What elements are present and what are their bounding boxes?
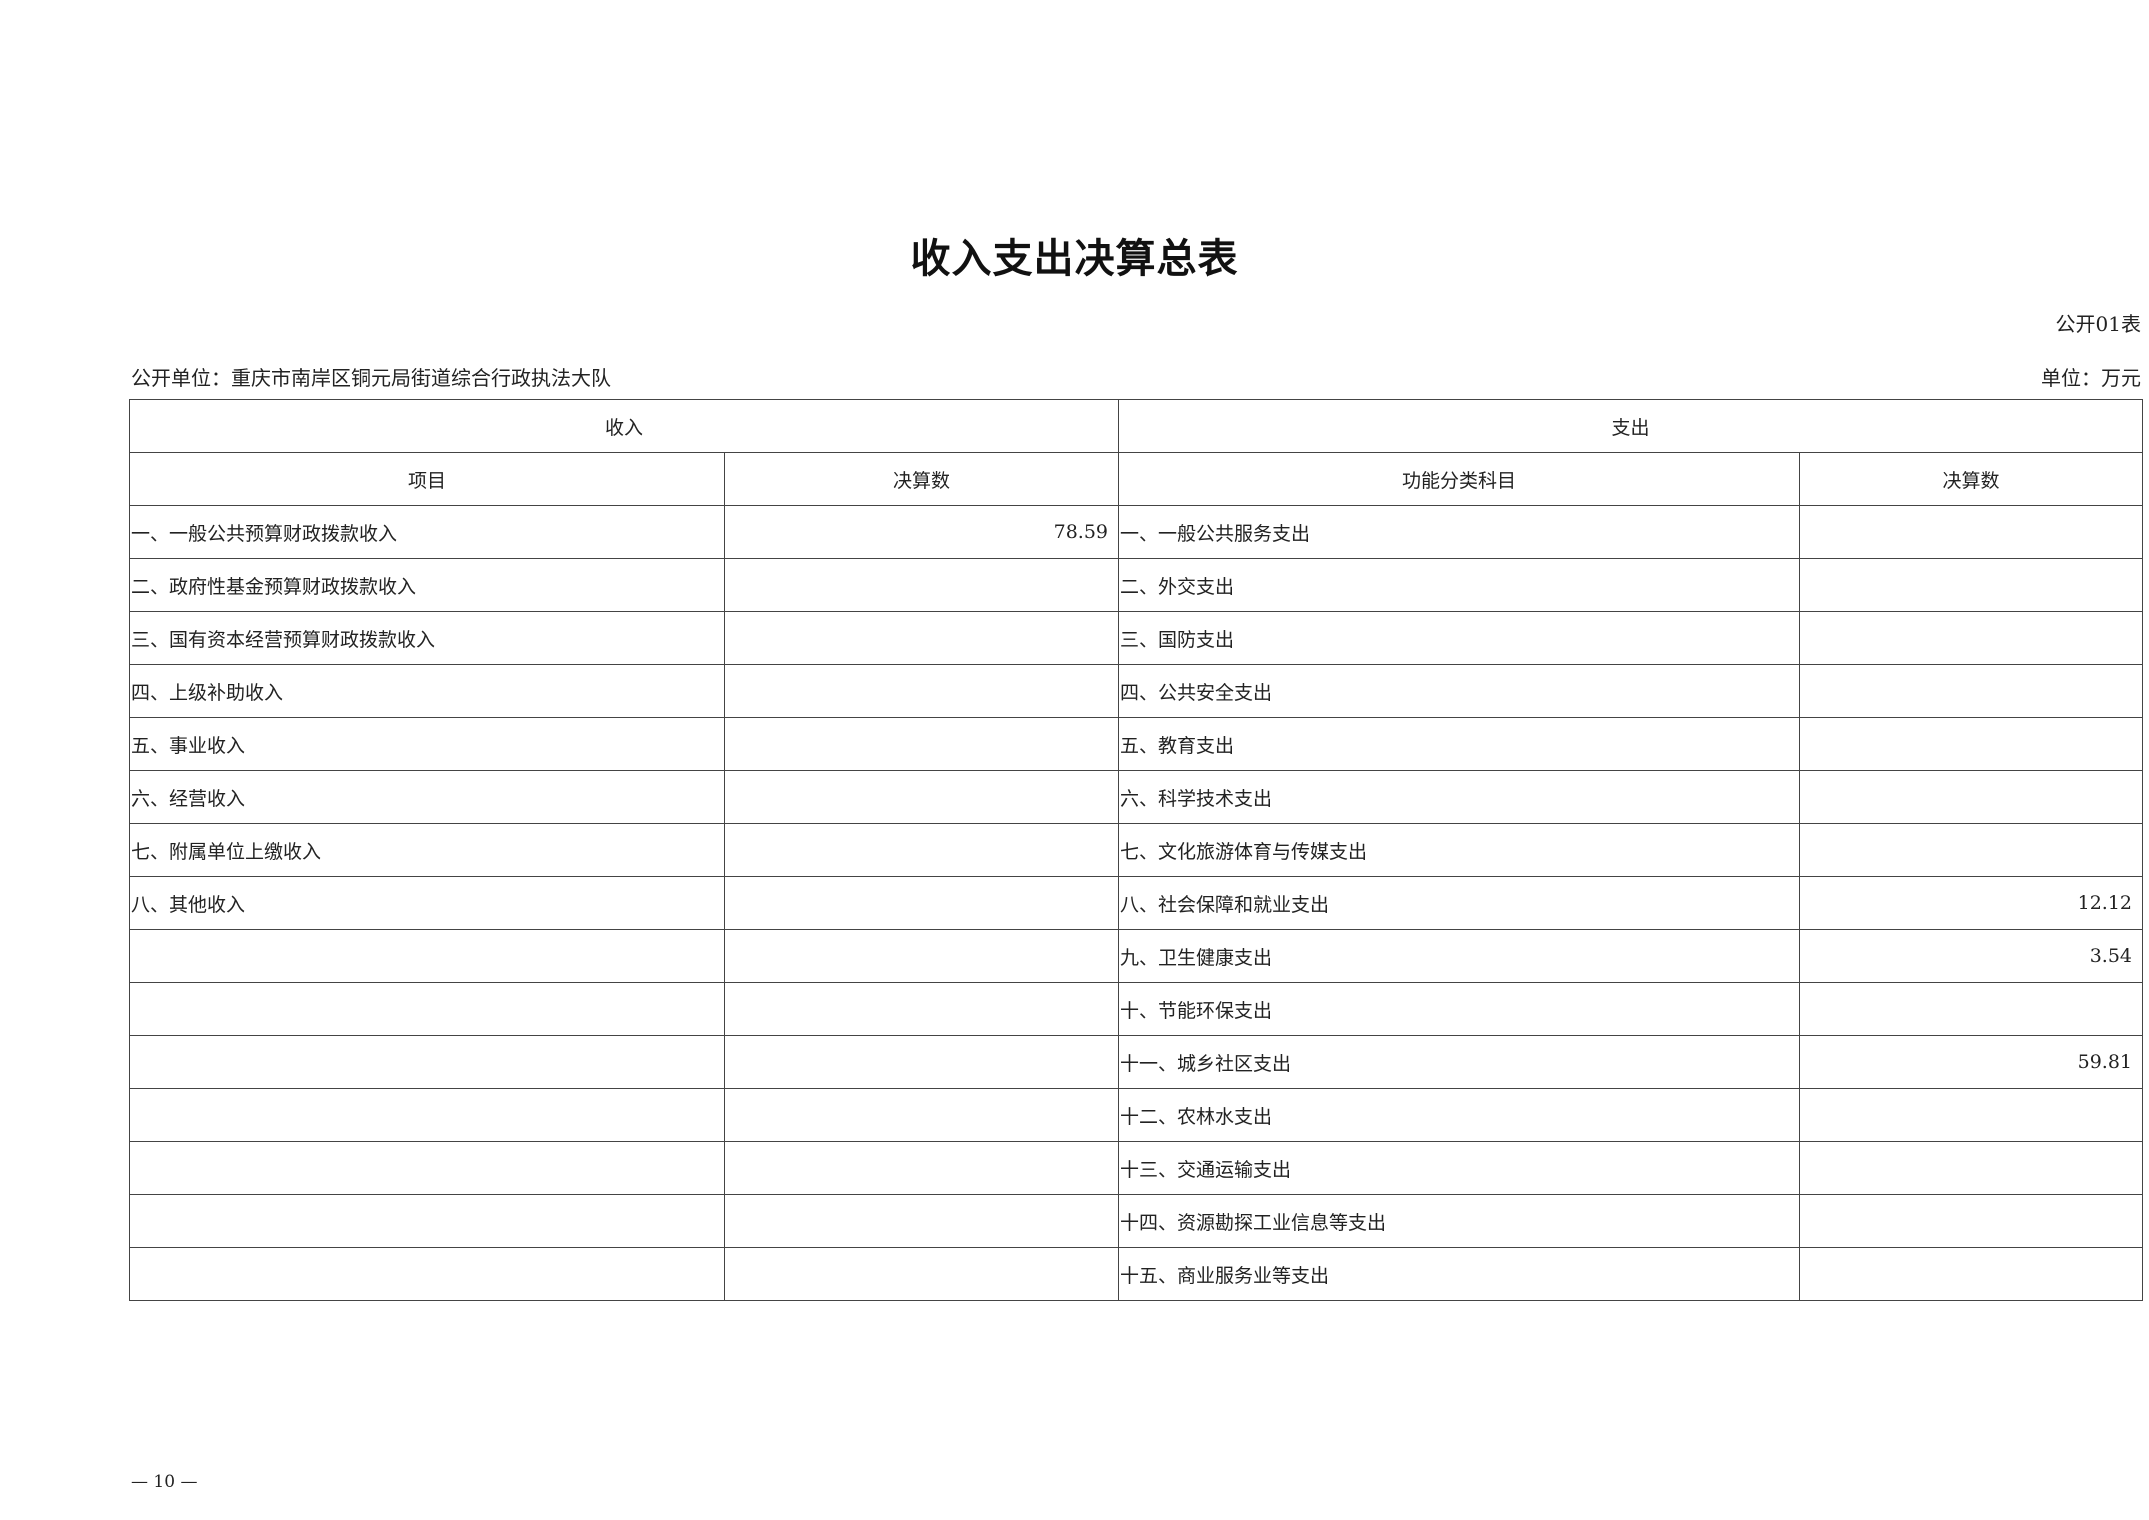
expense-amount-cell bbox=[1799, 1141, 2144, 1195]
income-amount-cell bbox=[723, 929, 1120, 983]
table-row: 七、附属单位上缴收入 七、文化旅游体育与传媒支出 bbox=[129, 823, 2144, 877]
expense-amount-cell bbox=[1799, 558, 2144, 612]
income-item-cell bbox=[129, 1247, 725, 1301]
income-amount-cell bbox=[723, 770, 1120, 824]
expense-amount-cell bbox=[1799, 611, 2144, 665]
income-item-cell bbox=[129, 929, 725, 983]
expense-amount-cell: 59.81 bbox=[1799, 1035, 2144, 1089]
table-row: 六、经营收入 六、科学技术支出 bbox=[129, 770, 2144, 824]
table-group-header-row: 收入 支出 bbox=[128, 399, 2144, 453]
expense-item-cell: 四、公共安全支出 bbox=[1118, 664, 1801, 718]
form-number: 公开01表 bbox=[2055, 312, 2141, 336]
page-title: 收入支出决算总表 bbox=[910, 235, 1239, 282]
expense-item-cell: 七、文化旅游体育与传媒支出 bbox=[1118, 823, 1801, 877]
income-amount-cell bbox=[723, 717, 1120, 771]
income-item-cell: 六、经营收入 bbox=[129, 770, 725, 824]
income-item-cell bbox=[129, 1035, 725, 1089]
expense-header: 支出 bbox=[1118, 399, 2144, 453]
income-amount-cell bbox=[723, 876, 1120, 930]
col-header-expense-amount: 决算数 bbox=[1799, 452, 2144, 506]
expense-item-cell: 一、一般公共服务支出 bbox=[1118, 505, 1801, 559]
expense-amount-cell: 12.12 bbox=[1799, 876, 2144, 930]
expense-item-cell: 八、社会保障和就业支出 bbox=[1118, 876, 1801, 930]
table-row: 五、事业收入 五、教育支出 bbox=[129, 717, 2144, 771]
expense-item-cell: 六、科学技术支出 bbox=[1118, 770, 1801, 824]
expense-amount-cell bbox=[1799, 1194, 2144, 1248]
income-item-cell bbox=[129, 1194, 725, 1248]
table-row: 三、国有资本经营预算财政拨款收入 三、国防支出 bbox=[129, 611, 2144, 665]
expense-item-cell: 五、教育支出 bbox=[1118, 717, 1801, 771]
income-item-cell: 一、一般公共预算财政拨款收入 bbox=[129, 505, 725, 559]
income-amount-cell bbox=[723, 558, 1120, 612]
expense-amount-cell bbox=[1799, 823, 2144, 877]
income-amount-cell bbox=[723, 1194, 1120, 1248]
income-amount-cell bbox=[723, 1035, 1120, 1089]
col-header-income-amount: 决算数 bbox=[723, 452, 1120, 506]
page-number: — 10 — bbox=[131, 1472, 198, 1492]
expense-amount-cell bbox=[1799, 717, 2144, 771]
col-header-item: 项目 bbox=[129, 452, 725, 506]
expense-amount-cell bbox=[1799, 505, 2144, 559]
expense-amount-cell bbox=[1799, 982, 2144, 1036]
income-item-cell: 八、其他收入 bbox=[129, 876, 725, 930]
table-row: 十二、农林水支出 bbox=[129, 1088, 2144, 1142]
reporting-organization: 公开单位：重庆市南岸区铜元局街道综合行政执法大队 bbox=[131, 366, 611, 390]
table-row: 八、其他收入 八、社会保障和就业支出 12.12 bbox=[129, 876, 2144, 930]
expense-item-cell: 十一、城乡社区支出 bbox=[1118, 1035, 1801, 1089]
table-row: 十、节能环保支出 bbox=[129, 982, 2144, 1036]
expense-item-cell: 十四、资源勘探工业信息等支出 bbox=[1118, 1194, 1801, 1248]
income-item-cell: 四、上级补助收入 bbox=[129, 664, 725, 718]
table-row: 十一、城乡社区支出 59.81 bbox=[129, 1035, 2144, 1089]
expense-amount-cell bbox=[1799, 664, 2144, 718]
income-item-cell: 二、政府性基金预算财政拨款收入 bbox=[129, 558, 725, 612]
income-amount-cell bbox=[723, 1141, 1120, 1195]
currency-unit: 单位：万元 bbox=[2041, 366, 2141, 390]
income-item-cell bbox=[129, 1141, 725, 1195]
col-header-function: 功能分类科目 bbox=[1118, 452, 1801, 506]
income-amount-cell: 78.59 bbox=[723, 505, 1120, 559]
expense-item-cell: 十二、农林水支出 bbox=[1118, 1088, 1801, 1142]
income-amount-cell bbox=[723, 1247, 1120, 1301]
expense-amount-cell bbox=[1799, 1247, 2144, 1301]
expense-item-cell: 十、节能环保支出 bbox=[1118, 982, 1801, 1036]
table-row: 十三、交通运输支出 bbox=[129, 1141, 2144, 1195]
income-item-cell bbox=[129, 1088, 725, 1142]
income-item-cell: 五、事业收入 bbox=[129, 717, 725, 771]
expense-item-cell: 二、外交支出 bbox=[1118, 558, 1801, 612]
income-header: 收入 bbox=[128, 399, 1120, 453]
table-row: 九、卫生健康支出 3.54 bbox=[129, 929, 2144, 983]
income-expense-table: 收入 支出 项目 决算数 功能分类科目 决算数 一、一般公共预算财政拨款收入 78… bbox=[128, 399, 2144, 1301]
table-row: 十四、资源勘探工业信息等支出 bbox=[129, 1194, 2144, 1248]
income-amount-cell bbox=[723, 982, 1120, 1036]
expense-item-cell: 三、国防支出 bbox=[1118, 611, 1801, 665]
table-row: 二、政府性基金预算财政拨款收入 二、外交支出 bbox=[129, 558, 2144, 612]
table-column-header-row: 项目 决算数 功能分类科目 决算数 bbox=[129, 452, 2144, 506]
income-amount-cell bbox=[723, 823, 1120, 877]
income-item-cell: 七、附属单位上缴收入 bbox=[129, 823, 725, 877]
expense-item-cell: 十三、交通运输支出 bbox=[1118, 1141, 1801, 1195]
income-item-cell bbox=[129, 982, 725, 1036]
income-item-cell: 三、国有资本经营预算财政拨款收入 bbox=[129, 611, 725, 665]
table-row: 一、一般公共预算财政拨款收入 78.59 一、一般公共服务支出 bbox=[129, 505, 2144, 559]
expense-amount-cell bbox=[1799, 1088, 2144, 1142]
income-amount-cell bbox=[723, 664, 1120, 718]
expense-item-cell: 九、卫生健康支出 bbox=[1118, 929, 1801, 983]
expense-item-cell: 十五、商业服务业等支出 bbox=[1118, 1247, 1801, 1301]
expense-amount-cell bbox=[1799, 770, 2144, 824]
expense-amount-cell: 3.54 bbox=[1799, 929, 2144, 983]
table-row: 十五、商业服务业等支出 bbox=[129, 1247, 2144, 1301]
income-amount-cell bbox=[723, 611, 1120, 665]
table-row: 四、上级补助收入 四、公共安全支出 bbox=[129, 664, 2144, 718]
income-amount-cell bbox=[723, 1088, 1120, 1142]
